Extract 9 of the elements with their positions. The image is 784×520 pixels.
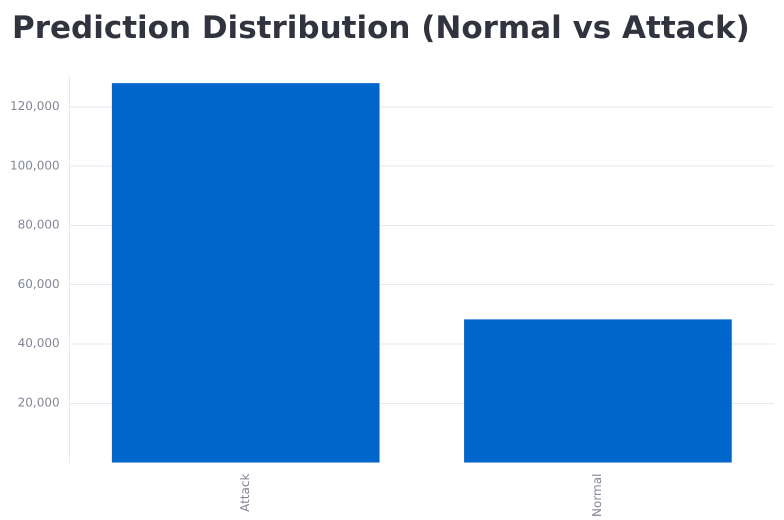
x-tick-label: Attack [238, 474, 252, 512]
y-tick-label: 60,000 [18, 276, 60, 291]
chart-title: Prediction Distribution (Normal vs Attack) [12, 10, 750, 46]
y-tick-label: 20,000 [18, 395, 60, 410]
x-tick-label: Normal [590, 474, 604, 518]
y-tick-label: 100,000 [10, 158, 60, 172]
y-tick-label: 80,000 [18, 218, 60, 232]
y-tick-label: 40,000 [18, 336, 60, 350]
y-tick-label: 120,000 [10, 98, 60, 113]
